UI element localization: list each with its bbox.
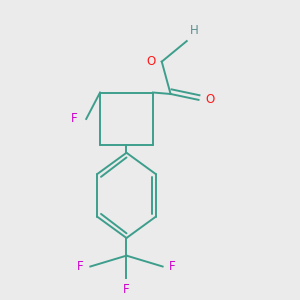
Text: F: F xyxy=(169,260,176,273)
Text: F: F xyxy=(71,112,78,125)
Text: F: F xyxy=(123,283,130,296)
Text: O: O xyxy=(146,55,155,68)
Text: H: H xyxy=(190,24,198,37)
Text: O: O xyxy=(205,93,214,106)
Text: F: F xyxy=(77,260,84,273)
